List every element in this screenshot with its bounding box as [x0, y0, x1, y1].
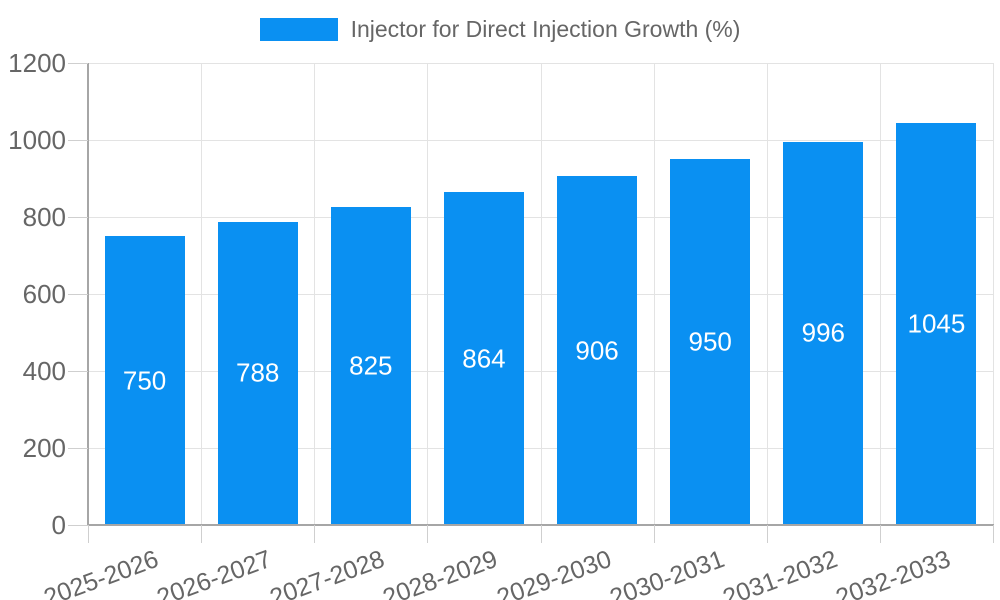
bar: 750: [104, 236, 185, 525]
legend-swatch: [259, 18, 338, 41]
x-axis-tick: [993, 525, 994, 543]
v-gridline: [766, 63, 768, 525]
x-axis-tick: [879, 525, 881, 543]
x-axis-tick-label: 2029-2030: [492, 545, 615, 600]
bar-value-label: 788: [235, 357, 280, 388]
legend-label: Injector for Direct Injection Growth (%): [350, 16, 741, 42]
y-axis-tick-label: 0: [51, 510, 66, 540]
bar-value-label: 864: [462, 343, 506, 374]
bar: 825: [330, 207, 411, 525]
y-axis-tick: [68, 63, 88, 64]
y-axis-tick-label: 1000: [8, 125, 66, 155]
bar-value-label: 750: [122, 365, 167, 396]
y-axis-tick: [68, 294, 88, 295]
y-axis-tick-label: 200: [22, 433, 66, 463]
v-gridline: [201, 63, 203, 525]
v-gridline: [879, 63, 881, 525]
x-axis-tick-label: 2026-2027: [153, 545, 276, 600]
x-axis-tick: [88, 525, 89, 543]
bar-value-label: 906: [575, 335, 619, 366]
y-axis-tick-label: 400: [22, 356, 66, 386]
y-axis-tick: [68, 140, 88, 141]
y-axis-tick: [68, 371, 88, 372]
y-axis-tick-label: 600: [22, 279, 66, 309]
bar: 788: [217, 221, 298, 525]
y-axis-tick-label: 800: [22, 202, 66, 232]
v-gridline: [993, 63, 994, 525]
bar: 864: [443, 192, 524, 525]
legend: Injector for Direct Injection Growth (%): [0, 16, 1000, 43]
v-gridline: [427, 63, 429, 525]
x-axis-tick-label: 2025-2026: [40, 545, 163, 600]
bar-value-label: 996: [801, 317, 845, 348]
x-axis-tick: [653, 525, 655, 543]
bar-value-label: 950: [688, 326, 732, 357]
v-gridline: [314, 63, 316, 525]
bar: 950: [670, 159, 751, 525]
x-axis-tick-label: 2032-2033: [832, 545, 955, 600]
x-axis-tick-label: 2028-2029: [379, 545, 502, 600]
x-axis-tick: [314, 525, 316, 543]
bar: 906: [557, 176, 638, 525]
x-axis-tick-label: 2030-2031: [605, 545, 728, 600]
x-axis-tick: [201, 525, 203, 543]
bar: 996: [783, 141, 864, 525]
bar-value-label: 825: [349, 350, 393, 381]
y-axis-tick: [68, 525, 88, 526]
v-gridline: [540, 63, 542, 525]
x-axis-tick: [540, 525, 542, 543]
bar-value-label: 1045: [907, 308, 966, 339]
y-axis-line: [87, 63, 89, 525]
x-axis-tick: [427, 525, 429, 543]
x-axis-tick-label: 2027-2028: [266, 545, 389, 600]
bar: 1045: [896, 122, 977, 525]
plot-area: 750 788 825 864 906 950 996 1045: [87, 63, 994, 526]
y-axis-tick-label: 1200: [8, 48, 66, 78]
y-axis-tick: [68, 448, 88, 449]
y-axis-tick: [68, 217, 88, 218]
v-gridline: [653, 63, 655, 525]
x-axis-tick: [766, 525, 768, 543]
x-axis-tick-label: 2031-2032: [718, 545, 841, 600]
